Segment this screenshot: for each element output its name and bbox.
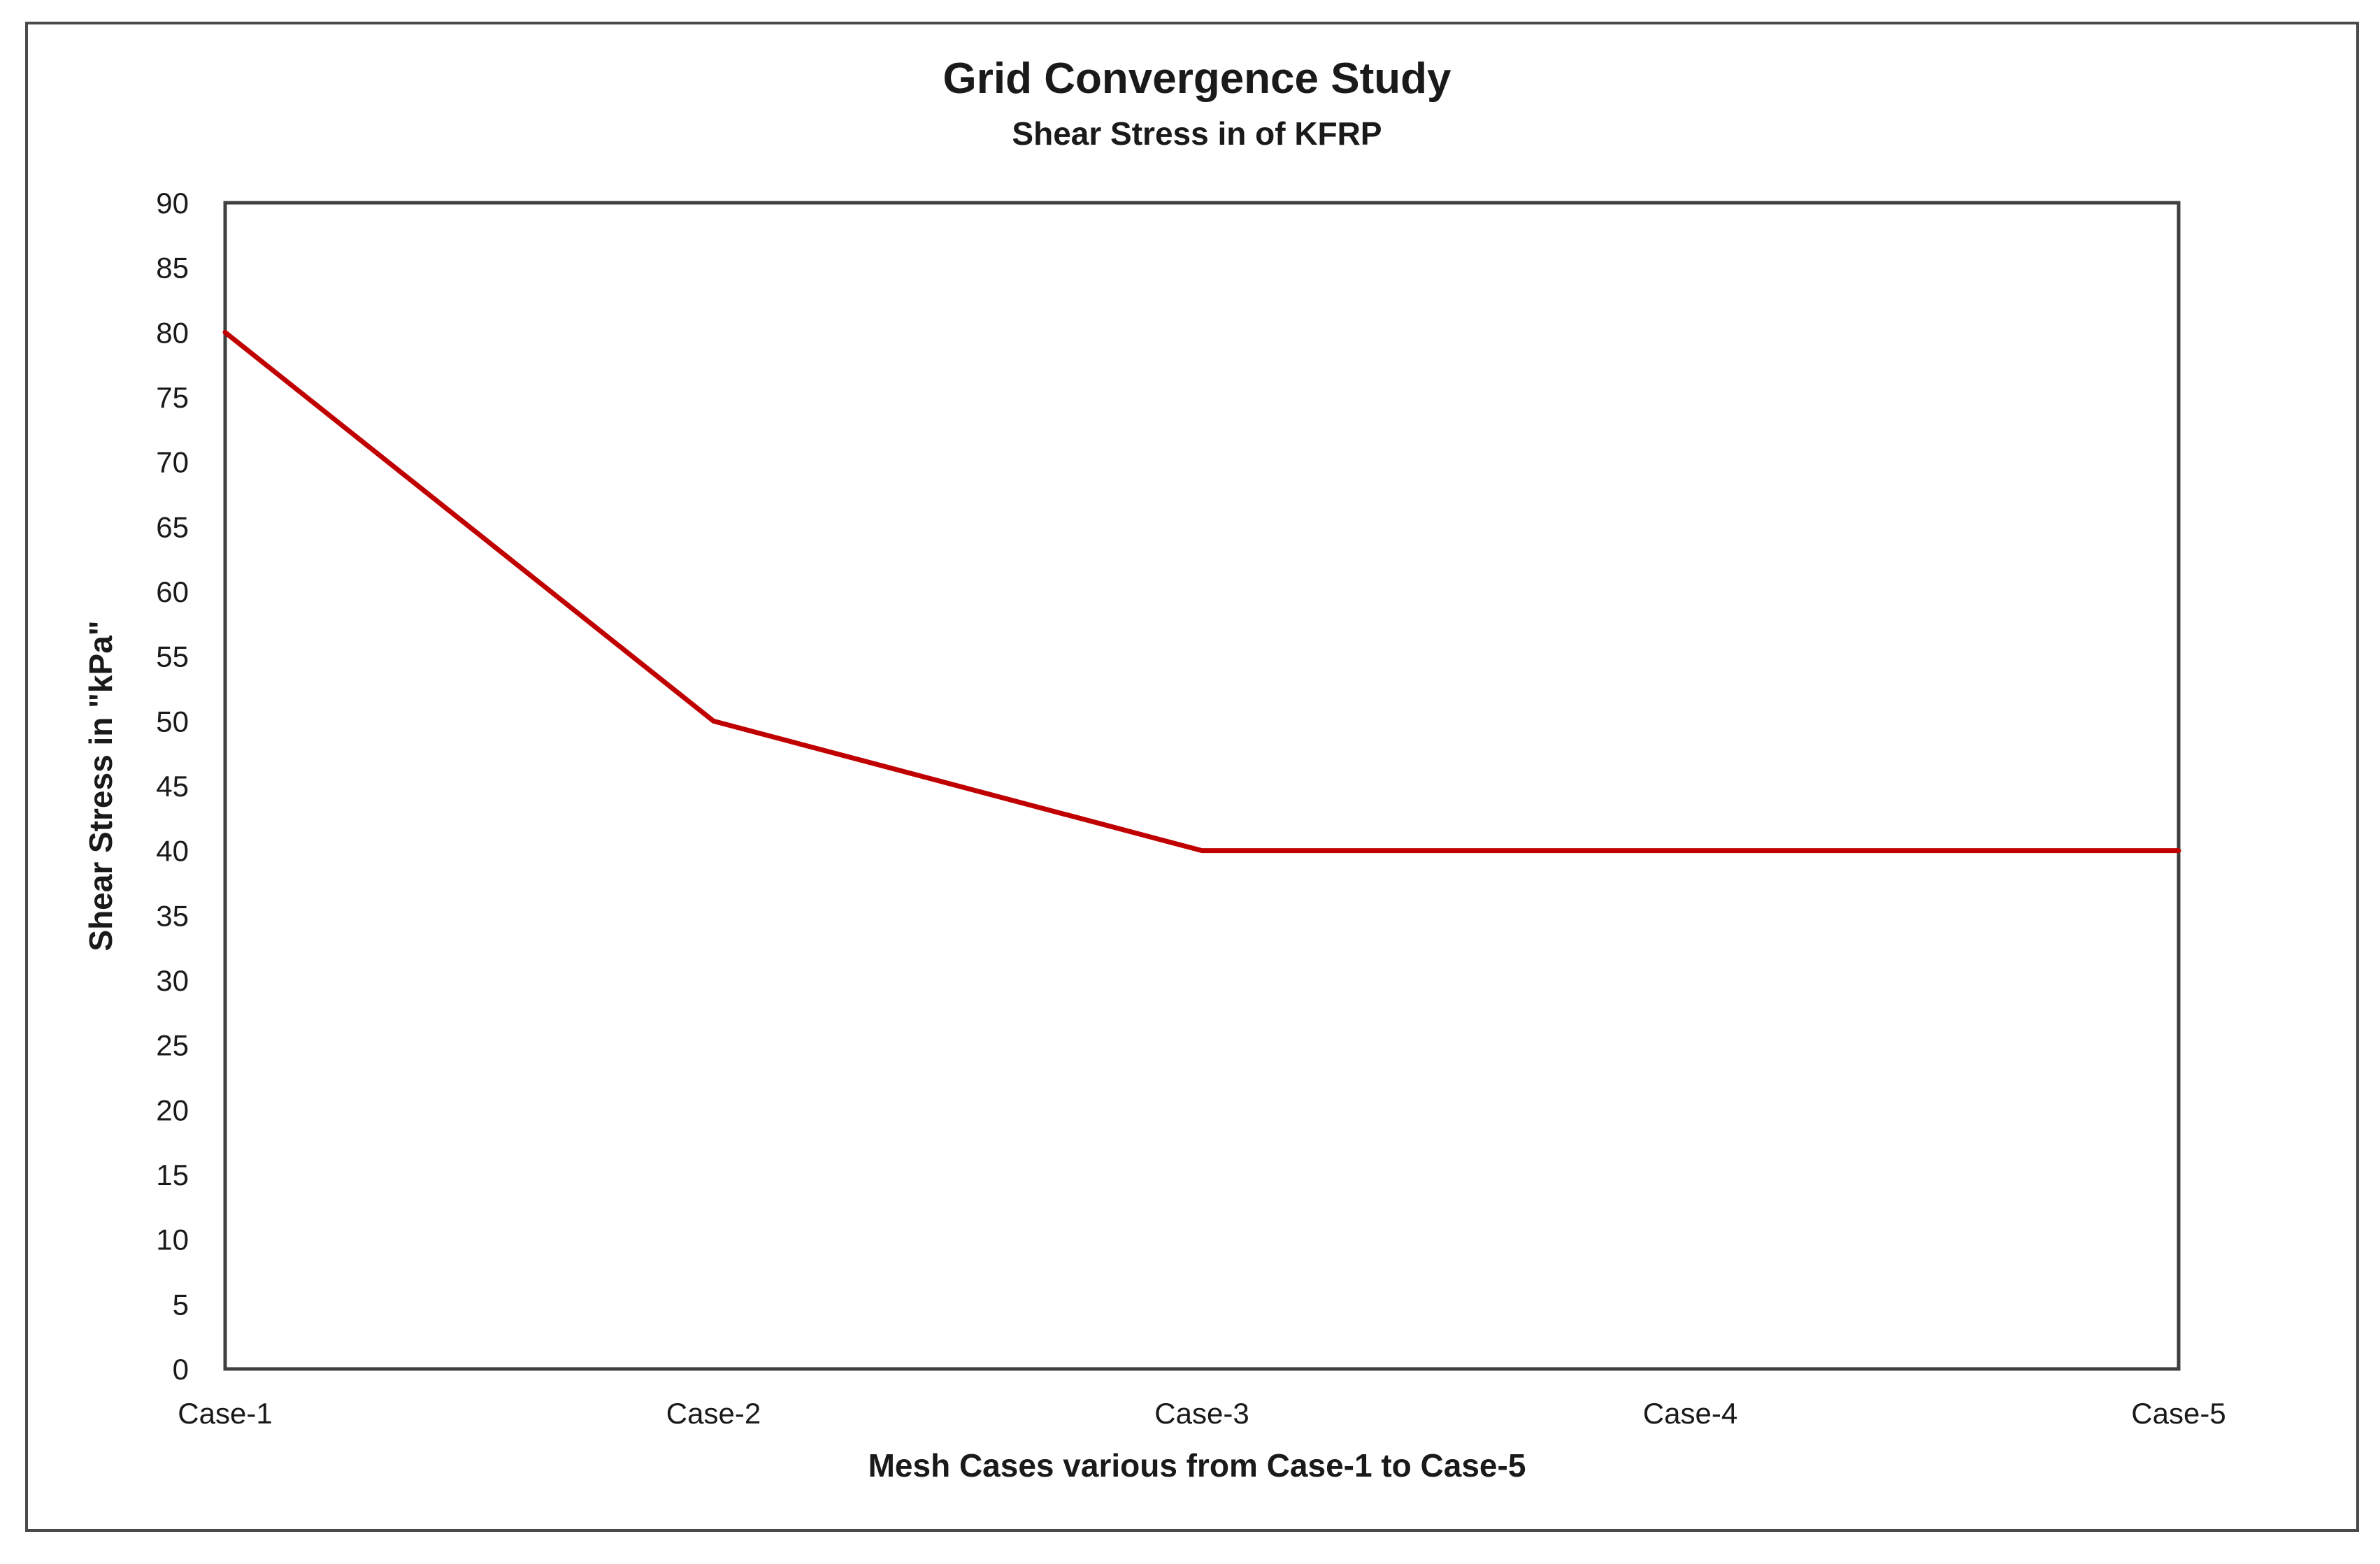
y-tick-label: 65 [156, 510, 189, 543]
figure-border [25, 22, 2359, 1532]
x-tick-label: Case-1 [178, 1397, 272, 1430]
y-tick-label: 40 [156, 835, 189, 868]
y-tick-label: 55 [156, 640, 189, 673]
x-axis-title: Mesh Cases various from Case-1 to Case-5 [868, 1447, 1526, 1484]
chart-subtitle: Shear Stress in of KFRP [1012, 115, 1382, 152]
y-tick-label: 5 [173, 1288, 189, 1321]
y-tick-label: 75 [156, 381, 189, 414]
y-tick-label: 25 [156, 1029, 189, 1062]
y-tick-label: 0 [173, 1353, 189, 1386]
series-line [222, 329, 2181, 854]
x-axis-tick-labels: Case-1 Case-2 Case-3 Case-4 Case-5 [178, 1397, 2225, 1430]
y-tick-label: 80 [156, 316, 189, 349]
y-tick-label: 50 [156, 705, 189, 738]
y-tick-label: 15 [156, 1158, 189, 1191]
y-axis-title: Shear Stress in "kPa" [83, 620, 119, 951]
y-tick-label: 90 [156, 187, 189, 220]
x-tick-label: Case-5 [2131, 1397, 2225, 1430]
chart-title: Grid Convergence Study [943, 55, 1451, 103]
y-tick-label: 10 [156, 1224, 189, 1256]
y-tick-label: 35 [156, 899, 189, 932]
y-tick-label: 60 [156, 575, 189, 608]
plot-frame [223, 201, 2181, 1371]
y-tick-label: 45 [156, 770, 189, 803]
y-axis-tick-labels: 0 5 10 15 20 25 30 35 40 45 50 55 60 65 70 75 80 85 90 [156, 187, 189, 1386]
y-tick-label: 85 [156, 252, 189, 285]
y-tick-label: 30 [156, 964, 189, 997]
y-tick-label: 20 [156, 1093, 189, 1126]
y-tick-label: 70 [156, 446, 189, 479]
x-tick-label: Case-4 [1643, 1397, 1737, 1430]
x-tick-label: Case-3 [1154, 1397, 1249, 1430]
x-tick-label: Case-2 [666, 1397, 761, 1430]
